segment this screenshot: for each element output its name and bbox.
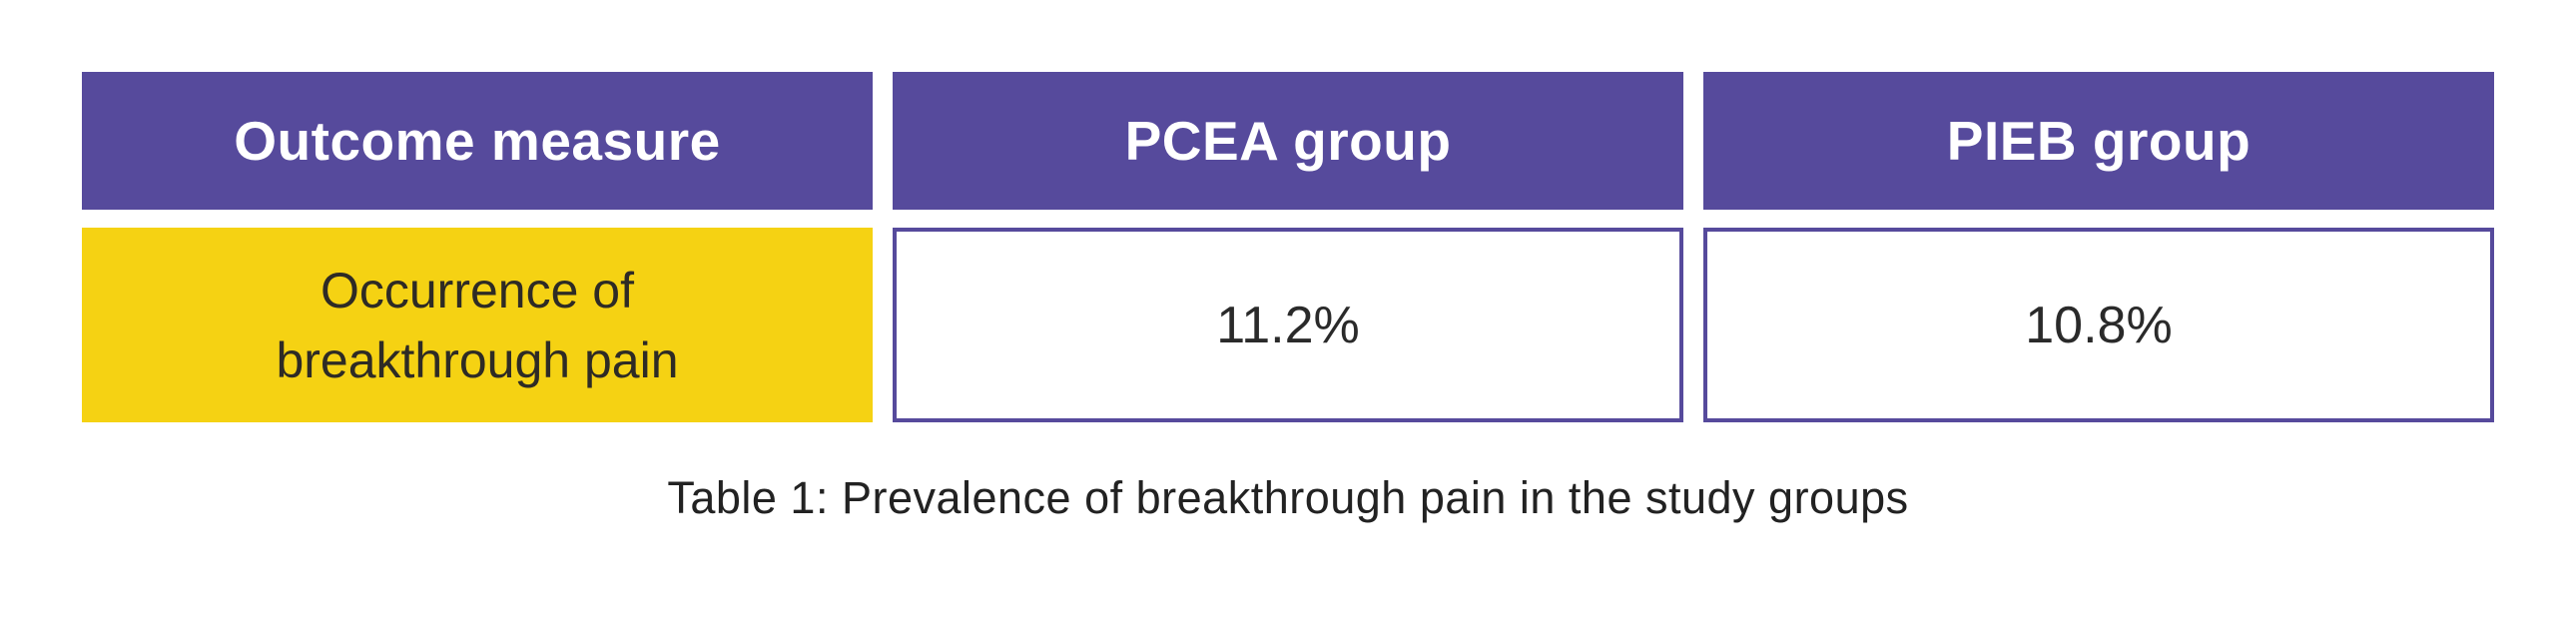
outcomes-table: Outcome measure PCEA group PIEB group Oc… [82, 72, 2494, 524]
row-label-text: Occurrence of breakthrough pain [276, 262, 679, 388]
row-label-cell-breakthrough-pain: Occurrence of breakthrough pain [82, 228, 873, 422]
column-header-outcome-measure: Outcome measure [82, 72, 873, 210]
column-header-pcea-group: PCEA group [893, 72, 1683, 210]
pcea-value-cell: 11.2% [893, 228, 1683, 422]
pieb-value-cell: 10.8% [1703, 228, 2494, 422]
table-grid: Outcome measure PCEA group PIEB group Oc… [82, 72, 2494, 422]
table-caption: Table 1: Prevalence of breakthrough pain… [667, 472, 1909, 523]
column-header-pieb-group: PIEB group [1703, 72, 2494, 210]
